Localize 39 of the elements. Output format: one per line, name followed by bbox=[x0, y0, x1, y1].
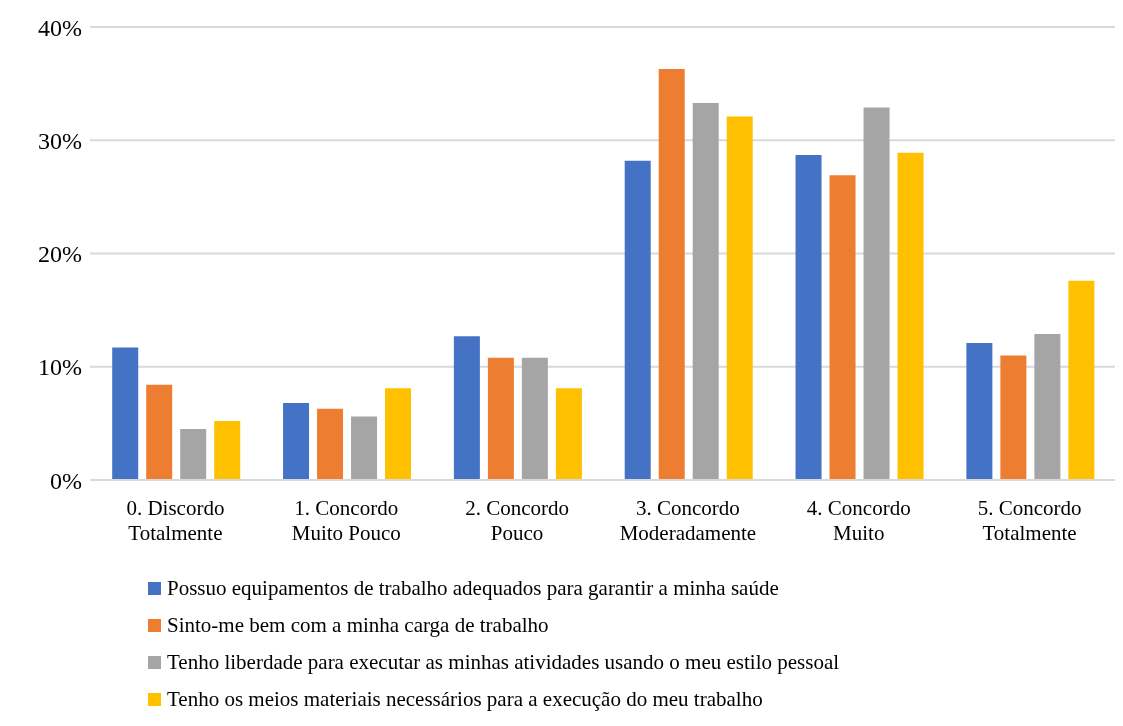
bar bbox=[1034, 333, 1061, 480]
bar bbox=[317, 408, 344, 480]
legend-label: Tenho liberdade para executar as minhas atividades usando o meu estilo pessoal bbox=[167, 650, 840, 675]
x-tick-label: 4. Concordo Muito bbox=[806, 495, 911, 546]
bar bbox=[1068, 280, 1095, 480]
y-tick-label: 0% bbox=[50, 467, 82, 494]
bar bbox=[214, 421, 241, 480]
bar bbox=[180, 429, 207, 480]
x-tick-label: 2. Concordo Pouco bbox=[465, 495, 569, 546]
x-tick-label: 0. Discordo Totalmente bbox=[126, 495, 225, 546]
y-tick-label: 20% bbox=[38, 241, 82, 268]
bar bbox=[795, 154, 822, 480]
legend-label: Possuo equipamentos de trabalho adequados para garantir a minha saúde bbox=[167, 576, 779, 601]
bar bbox=[692, 102, 719, 480]
bar bbox=[726, 116, 753, 480]
x-tick-label: 5. Concordo Totalmente bbox=[977, 495, 1082, 546]
legend-label: Sinto-me bem com a minha carga de trabalho bbox=[167, 613, 549, 638]
legend-label: Tenho os meios materiais necessários para a execução do meu trabalho bbox=[167, 687, 763, 712]
bar bbox=[1000, 355, 1027, 480]
bar bbox=[521, 357, 548, 480]
bar bbox=[146, 384, 173, 480]
bar bbox=[283, 402, 310, 480]
bar bbox=[385, 388, 412, 480]
y-tick-label: 40% bbox=[38, 14, 82, 41]
bar bbox=[487, 357, 514, 480]
bar bbox=[453, 336, 480, 480]
x-tick-label: 3. Concordo Moderadamente bbox=[619, 495, 757, 546]
y-tick-label: 10% bbox=[38, 354, 82, 381]
bar bbox=[112, 347, 139, 480]
bar bbox=[555, 388, 582, 480]
y-tick-label: 30% bbox=[38, 127, 82, 154]
bar bbox=[829, 175, 856, 480]
bar bbox=[624, 160, 651, 480]
bar bbox=[658, 68, 685, 480]
bar bbox=[897, 152, 924, 480]
bar bbox=[351, 416, 378, 480]
bar bbox=[863, 107, 890, 480]
bar bbox=[966, 342, 993, 480]
x-tick-label: 1. Concordo Muito Pouco bbox=[291, 495, 401, 546]
